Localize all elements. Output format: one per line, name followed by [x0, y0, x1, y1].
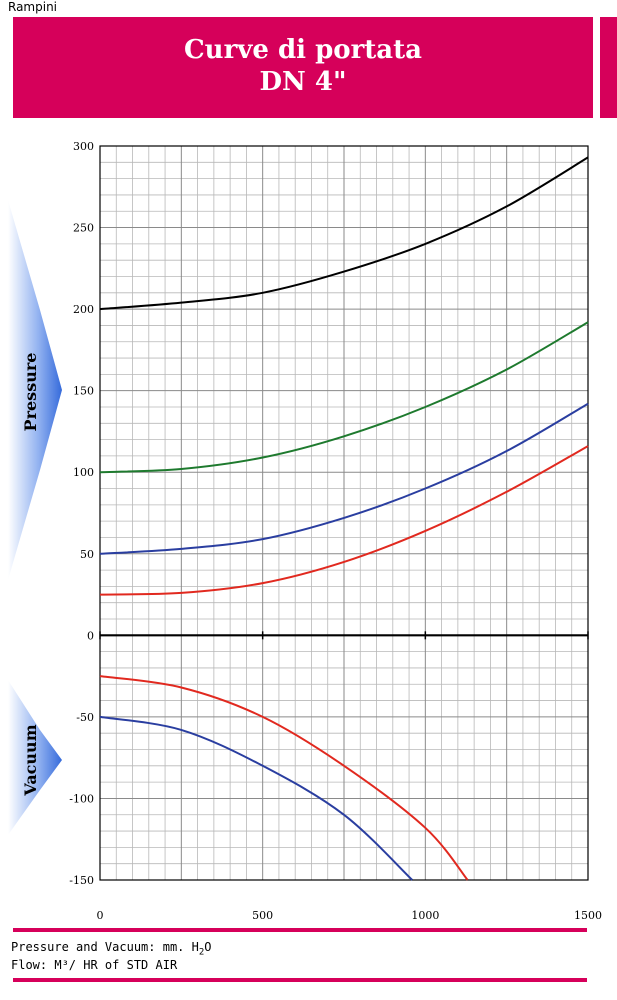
- y-tick-label: -50: [76, 711, 94, 724]
- x-tick-label: 1000: [411, 909, 439, 922]
- y-tick-label: 0: [87, 629, 94, 642]
- series-line-4: [99, 445, 589, 596]
- y-tick-label: 150: [73, 385, 94, 398]
- flow-note: Flow: M³/ HR of STD AIR: [11, 958, 178, 972]
- units-note-suffix: O: [204, 940, 212, 954]
- vacuum-arrow: [8, 680, 62, 835]
- series-line-5: [99, 675, 469, 881]
- y-tick-label: -100: [69, 792, 94, 805]
- title-line-1: Curve di portata: [183, 35, 423, 65]
- series-line-2: [99, 321, 589, 474]
- x-tick-label: 0: [97, 909, 104, 922]
- y-tick-label: 100: [73, 466, 94, 479]
- footer-rule-top: [13, 928, 587, 932]
- pressure-label: Pressure: [21, 353, 40, 432]
- y-tick-label: 300: [73, 140, 94, 153]
- page-title: Curve di portata DN 4": [13, 34, 593, 98]
- x-tick-label: 1500: [574, 909, 602, 922]
- y-tick-label: -150: [69, 874, 94, 887]
- y-tick-label: 200: [73, 303, 94, 316]
- pressure-arrow: [8, 200, 62, 580]
- units-note-prefix: Pressure and Vacuum: mm. H: [11, 940, 199, 954]
- title-banner: [13, 17, 593, 118]
- vacuum-label: Vacuum: [21, 724, 40, 796]
- y-tick-label: 250: [73, 222, 94, 235]
- x-tick-label: 500: [252, 909, 273, 922]
- series-line-6: [99, 715, 413, 881]
- footer-rule-bottom: [13, 978, 587, 982]
- brand-name: Rampini: [8, 0, 58, 14]
- y-tick-label: 50: [80, 548, 94, 561]
- series-line-1: [99, 156, 589, 311]
- plot-frame: [99, 145, 589, 881]
- title-line-2: DN 4": [259, 67, 347, 97]
- units-note: Pressure and Vacuum: mm. H2O: [11, 940, 212, 959]
- title-banner-side: [600, 17, 617, 118]
- series-line-3: [99, 402, 589, 555]
- units-note-subscript: 2: [198, 947, 205, 958]
